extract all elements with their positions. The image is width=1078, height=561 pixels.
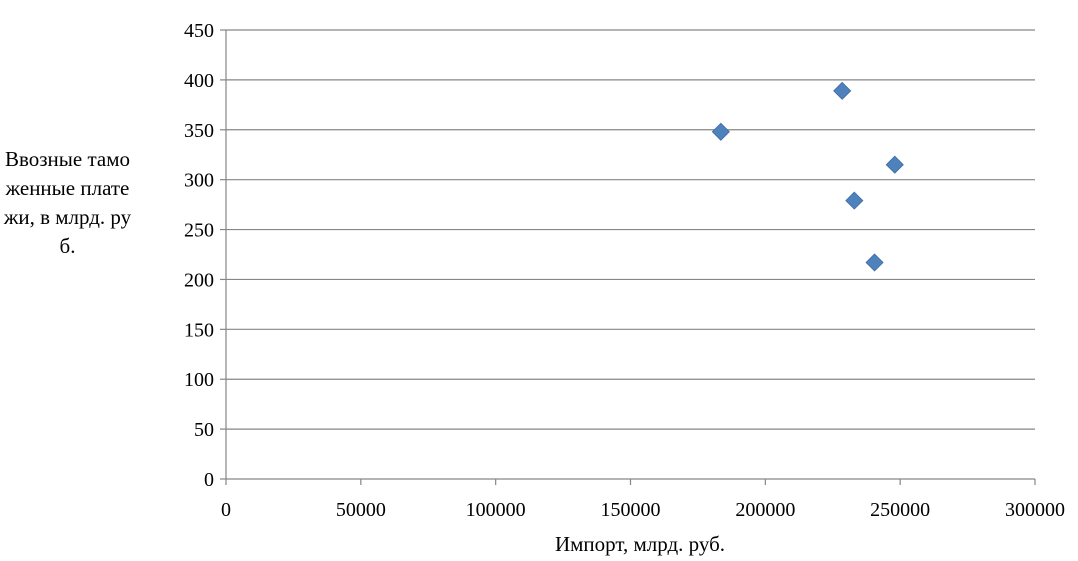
x-tick-label: 150000 bbox=[601, 499, 661, 521]
data-points bbox=[711, 81, 904, 272]
data-point bbox=[865, 253, 884, 272]
x-axis-title: Импорт, млрд. руб. bbox=[554, 532, 726, 556]
y-tick-label: 50 bbox=[194, 419, 214, 441]
axes bbox=[220, 29, 1036, 485]
y-tick-label: 400 bbox=[184, 70, 214, 92]
data-point bbox=[833, 81, 852, 100]
data-point bbox=[885, 155, 904, 174]
y-tick-label: 350 bbox=[184, 120, 214, 142]
x-tick-label: 300000 bbox=[1005, 499, 1065, 521]
x-tick-labels: 0 50000 100000 150000 200000 250000 300000 bbox=[221, 499, 1065, 521]
y-tick-label: 150 bbox=[184, 319, 214, 341]
y-tick-label: 450 bbox=[184, 20, 214, 42]
x-tick-label: 0 bbox=[221, 499, 231, 521]
y-tick-label: 100 bbox=[184, 369, 214, 391]
x-tick-label: 250000 bbox=[870, 499, 930, 521]
x-tick-label: 50000 bbox=[336, 499, 386, 521]
y-tick-label: 0 bbox=[204, 469, 214, 491]
y-tick-labels: 0 50 100 150 200 250 300 350 400 450 bbox=[184, 20, 214, 491]
gridlines bbox=[226, 29, 1035, 430]
y-tick-label: 250 bbox=[184, 220, 214, 242]
y-tick-label: 200 bbox=[184, 269, 214, 291]
y-tick-label: 300 bbox=[184, 170, 214, 192]
data-point bbox=[711, 122, 730, 141]
x-tick-label: 100000 bbox=[466, 499, 526, 521]
x-tick-label: 200000 bbox=[735, 499, 795, 521]
data-point bbox=[845, 191, 864, 210]
y-axis-title: Ввозные таможенные платежи, в млрд. руб. bbox=[3, 147, 132, 258]
